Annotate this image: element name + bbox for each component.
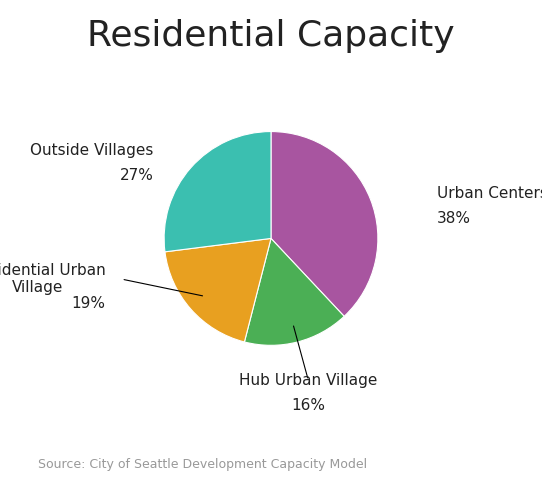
Wedge shape <box>244 239 344 346</box>
Text: Residential Urban
Village: Residential Urban Village <box>0 262 105 295</box>
Text: 19%: 19% <box>72 296 105 311</box>
Text: Outside Villages: Outside Villages <box>30 143 153 158</box>
Text: 16%: 16% <box>292 397 325 412</box>
Wedge shape <box>164 132 271 252</box>
Text: Hub Urban Village: Hub Urban Village <box>239 372 378 387</box>
Text: 38%: 38% <box>437 210 470 225</box>
Text: Urban Centers: Urban Centers <box>437 186 542 201</box>
Text: Residential Capacity: Residential Capacity <box>87 19 455 53</box>
Text: Source: City of Seattle Development Capacity Model: Source: City of Seattle Development Capa… <box>38 457 367 470</box>
Wedge shape <box>271 132 378 317</box>
Text: 27%: 27% <box>120 168 153 182</box>
Wedge shape <box>165 239 271 342</box>
